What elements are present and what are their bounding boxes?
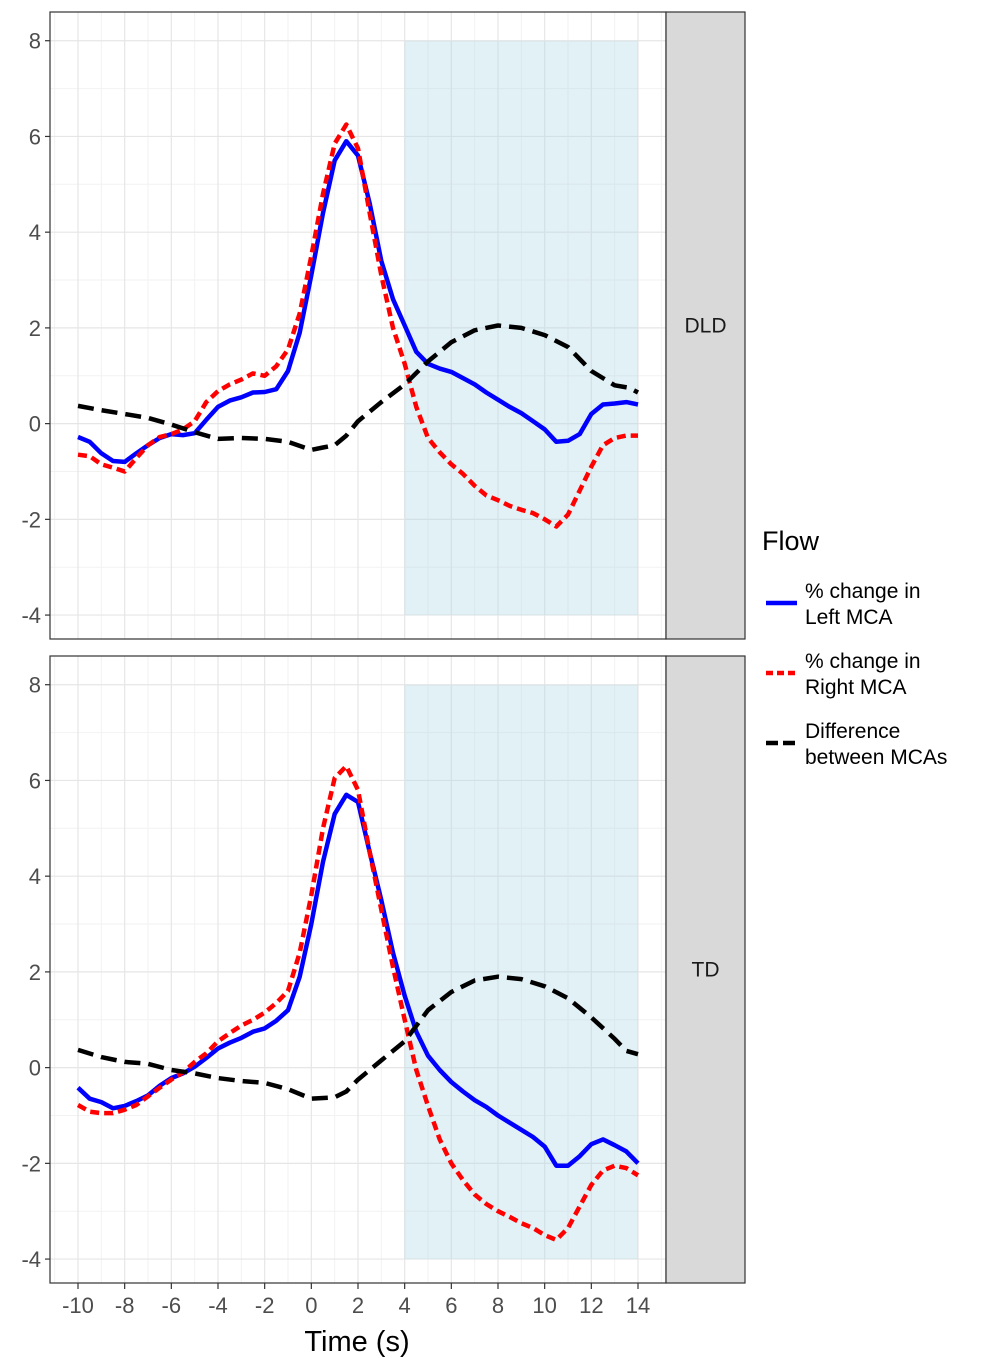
y-tick-label: -2 bbox=[21, 507, 41, 532]
y-tick-label: 8 bbox=[29, 673, 41, 698]
x-tick-label: 12 bbox=[579, 1293, 603, 1318]
x-tick-label: -2 bbox=[255, 1293, 275, 1318]
x-tick-label: 8 bbox=[492, 1293, 504, 1318]
y-tick-label: 6 bbox=[29, 124, 41, 149]
x-tick-label: -10 bbox=[62, 1293, 94, 1318]
legend-entry: Difference between MCAs bbox=[766, 720, 947, 769]
y-tick-label: 4 bbox=[29, 864, 41, 889]
legend-label-line2: Right MCA bbox=[805, 676, 907, 699]
x-tick-label: -8 bbox=[115, 1293, 135, 1318]
x-tick-label: 14 bbox=[626, 1293, 650, 1318]
panel-td: -4 -2 0 2 4 6 8 TD bbox=[21, 656, 745, 1283]
x-tick-label: 6 bbox=[445, 1293, 457, 1318]
legend-label-line1: % change in bbox=[805, 580, 921, 603]
legend-entry: % change in Right MCA bbox=[766, 650, 921, 699]
y-tick-label: 6 bbox=[29, 768, 41, 793]
legend: Flow % change in Left MCA % change in Right… bbox=[762, 526, 947, 769]
x-axis: -10 -8 -6 -4 -2 0 2 4 6 8 10 12 14 bbox=[62, 1283, 650, 1318]
legend-title: Flow bbox=[762, 526, 820, 556]
y-tick-label: 2 bbox=[29, 316, 41, 341]
legend-entry: % change in Left MCA bbox=[766, 580, 921, 629]
y-tick-label: -2 bbox=[21, 1151, 41, 1176]
x-tick-label: 0 bbox=[305, 1293, 317, 1318]
y-tick-label: 0 bbox=[29, 1056, 41, 1081]
y-tick-label: 2 bbox=[29, 960, 41, 985]
x-tick-label: -6 bbox=[162, 1293, 182, 1318]
x-tick-label: 4 bbox=[399, 1293, 411, 1318]
y-tick-label: 8 bbox=[29, 29, 41, 54]
y-tick-label: 4 bbox=[29, 220, 41, 245]
x-axis-label: Time (s) bbox=[304, 1326, 409, 1358]
x-tick-label: 2 bbox=[352, 1293, 364, 1318]
legend-label-line1: % change in bbox=[805, 650, 921, 673]
x-tick-label: 10 bbox=[532, 1293, 556, 1318]
legend-label-line1: Difference bbox=[805, 720, 900, 743]
y-tick-label: -4 bbox=[21, 603, 41, 628]
legend-label-line2: Left MCA bbox=[805, 606, 893, 629]
y-tick-label: 0 bbox=[29, 412, 41, 437]
panel-dld: -4 -2 0 2 4 6 8 DLD bbox=[21, 12, 745, 639]
facet-strip-label: TD bbox=[692, 959, 720, 982]
panels-layer: -4 -2 0 2 4 6 8 DLD -4 -2 0 2 4 6 8 TD bbox=[21, 12, 745, 1283]
y-tick-label: -4 bbox=[21, 1247, 41, 1272]
facet-strip-label: DLD bbox=[684, 315, 726, 338]
legend-label-line2: between MCAs bbox=[805, 746, 947, 769]
x-tick-label: -4 bbox=[208, 1293, 228, 1318]
